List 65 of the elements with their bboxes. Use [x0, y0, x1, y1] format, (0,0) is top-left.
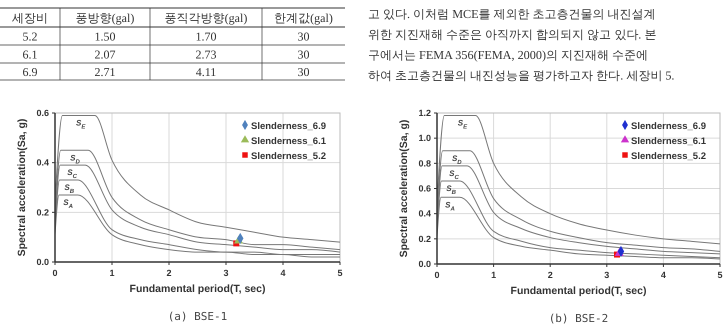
annotation: S$_{C}$ [67, 168, 78, 180]
y-tick-label: 0.6 [36, 108, 49, 118]
y-tick-label: 0.2 [36, 207, 49, 218]
annotation: S$_{A}$ [63, 198, 73, 210]
y-axis-title: Spectral acceleration(Sa, g) [16, 118, 28, 256]
x-tick-label: 5 [337, 268, 343, 278]
y-tick-label: 0.2 [418, 234, 431, 244]
x-tick-label: 4 [280, 268, 286, 278]
y-tick-label: 0.4 [418, 208, 431, 219]
text: 세장비 [12, 11, 48, 25]
text: 하여 초고층건물의 내진성능을 평가하고자 한다. 세장비 5. [368, 68, 674, 82]
x-tick-label: 4 [660, 270, 666, 280]
legend-label: Slenderness_6.9 [631, 121, 706, 132]
x-tick-label: 1 [109, 268, 115, 278]
annotation: S$_{D}$ [452, 154, 462, 166]
text: 1.70 [196, 30, 216, 44]
annotation: S$_{E}$ [76, 118, 86, 130]
x-tick-label: 2 [166, 268, 172, 278]
x-tick-label: 2 [548, 270, 553, 280]
text: (a) BSE-1 [168, 310, 228, 323]
x-tick-label: 3 [604, 270, 610, 280]
legend-label: Slenderness_5.2 [631, 151, 706, 162]
text: 30 [298, 48, 310, 62]
text: 고 있다. 이처럼 MCE를 제외한 초고층건물의 내진설계 [368, 7, 656, 21]
y-axis-title: Spectral acceleration(Sa, g) [398, 120, 410, 258]
x-axis-title: Fundamental period(T, sec) [510, 285, 646, 297]
y-tick-label: 1.0 [418, 133, 431, 144]
y-tick-label: 1.2 [418, 108, 431, 118]
text: 30 [298, 30, 310, 44]
x-tick-label: 0 [434, 270, 440, 280]
annotation: S$_{D}$ [70, 153, 80, 166]
legend-label: Slenderness_6.1 [631, 136, 707, 147]
legend-label: Slenderness_5.2 [251, 151, 326, 162]
text: 30 [298, 65, 310, 79]
text: 풍직각방향(gal) [164, 11, 248, 25]
y-tick-label: 0.0 [36, 257, 49, 267]
text: 구에서는 FEMA 356(FEMA, 2000)의 지진재해 수준에 [368, 48, 648, 62]
y-tick-label: 0.4 [36, 158, 49, 168]
x-tick-label: 5 [717, 270, 723, 280]
legend-label: Slenderness_6.1 [251, 136, 327, 147]
text: 6.1 [22, 48, 38, 62]
text: (b) BSE-2 [548, 312, 608, 325]
text: 4.11 [196, 65, 216, 79]
y-tick-label: 0.0 [418, 259, 431, 269]
text: 2.71 [94, 65, 116, 79]
annotation: S$_{E}$ [458, 118, 468, 131]
y-tick-label: 0.8 [418, 158, 431, 168]
annotation: S$_{B}$ [64, 183, 75, 196]
text: 2.73 [196, 48, 216, 62]
annotation: S$_{A}$ [445, 200, 455, 212]
y-tick-label: 0.6 [418, 184, 431, 194]
x-tick-label: 1 [491, 270, 496, 280]
x-tick-label: 0 [52, 268, 58, 278]
text: 위한 지진재해 수준은 아직까지 합의되지 않고 있다. 본 [368, 28, 656, 42]
x-axis-title: Fundamental period(T, sec) [130, 283, 266, 295]
legend-label: Slenderness_6.9 [251, 121, 326, 132]
text: 6.9 [22, 65, 38, 79]
text: 2.07 [94, 48, 116, 62]
x-tick-label: 3 [223, 268, 229, 278]
text: 1.50 [94, 30, 116, 44]
text: 한계값(gal) [274, 11, 333, 25]
text: 5.2 [22, 30, 38, 44]
annotation: S$_{C}$ [449, 168, 460, 181]
annotation: S$_{B}$ [446, 184, 457, 196]
text: 풍방향(gal) [76, 11, 134, 25]
